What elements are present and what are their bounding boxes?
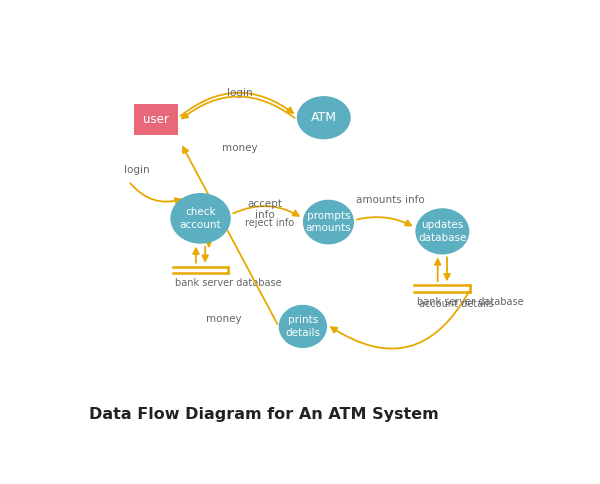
Text: Data Flow Diagram for An ATM System: Data Flow Diagram for An ATM System (89, 407, 439, 422)
Text: bank server database: bank server database (417, 297, 523, 306)
Ellipse shape (170, 193, 231, 243)
Text: ATM: ATM (311, 111, 337, 124)
Text: user: user (143, 113, 169, 126)
Text: login: login (227, 89, 253, 98)
Text: prints
details: prints details (286, 315, 320, 338)
Text: prompts
amounts: prompts amounts (305, 211, 352, 233)
Text: money: money (206, 314, 242, 324)
Text: check
account: check account (180, 207, 221, 229)
Text: reject info: reject info (245, 218, 294, 228)
Text: amounts info: amounts info (356, 195, 424, 205)
FancyBboxPatch shape (134, 104, 178, 136)
Ellipse shape (297, 96, 351, 139)
Text: bank server database: bank server database (175, 278, 281, 288)
Ellipse shape (303, 200, 354, 244)
Text: updates
database: updates database (418, 220, 467, 242)
Ellipse shape (415, 208, 469, 255)
Text: login: login (124, 166, 149, 176)
Text: accept
info: accept info (247, 198, 282, 220)
Ellipse shape (278, 305, 327, 348)
Text: account details: account details (419, 299, 493, 309)
Text: money: money (222, 142, 258, 152)
